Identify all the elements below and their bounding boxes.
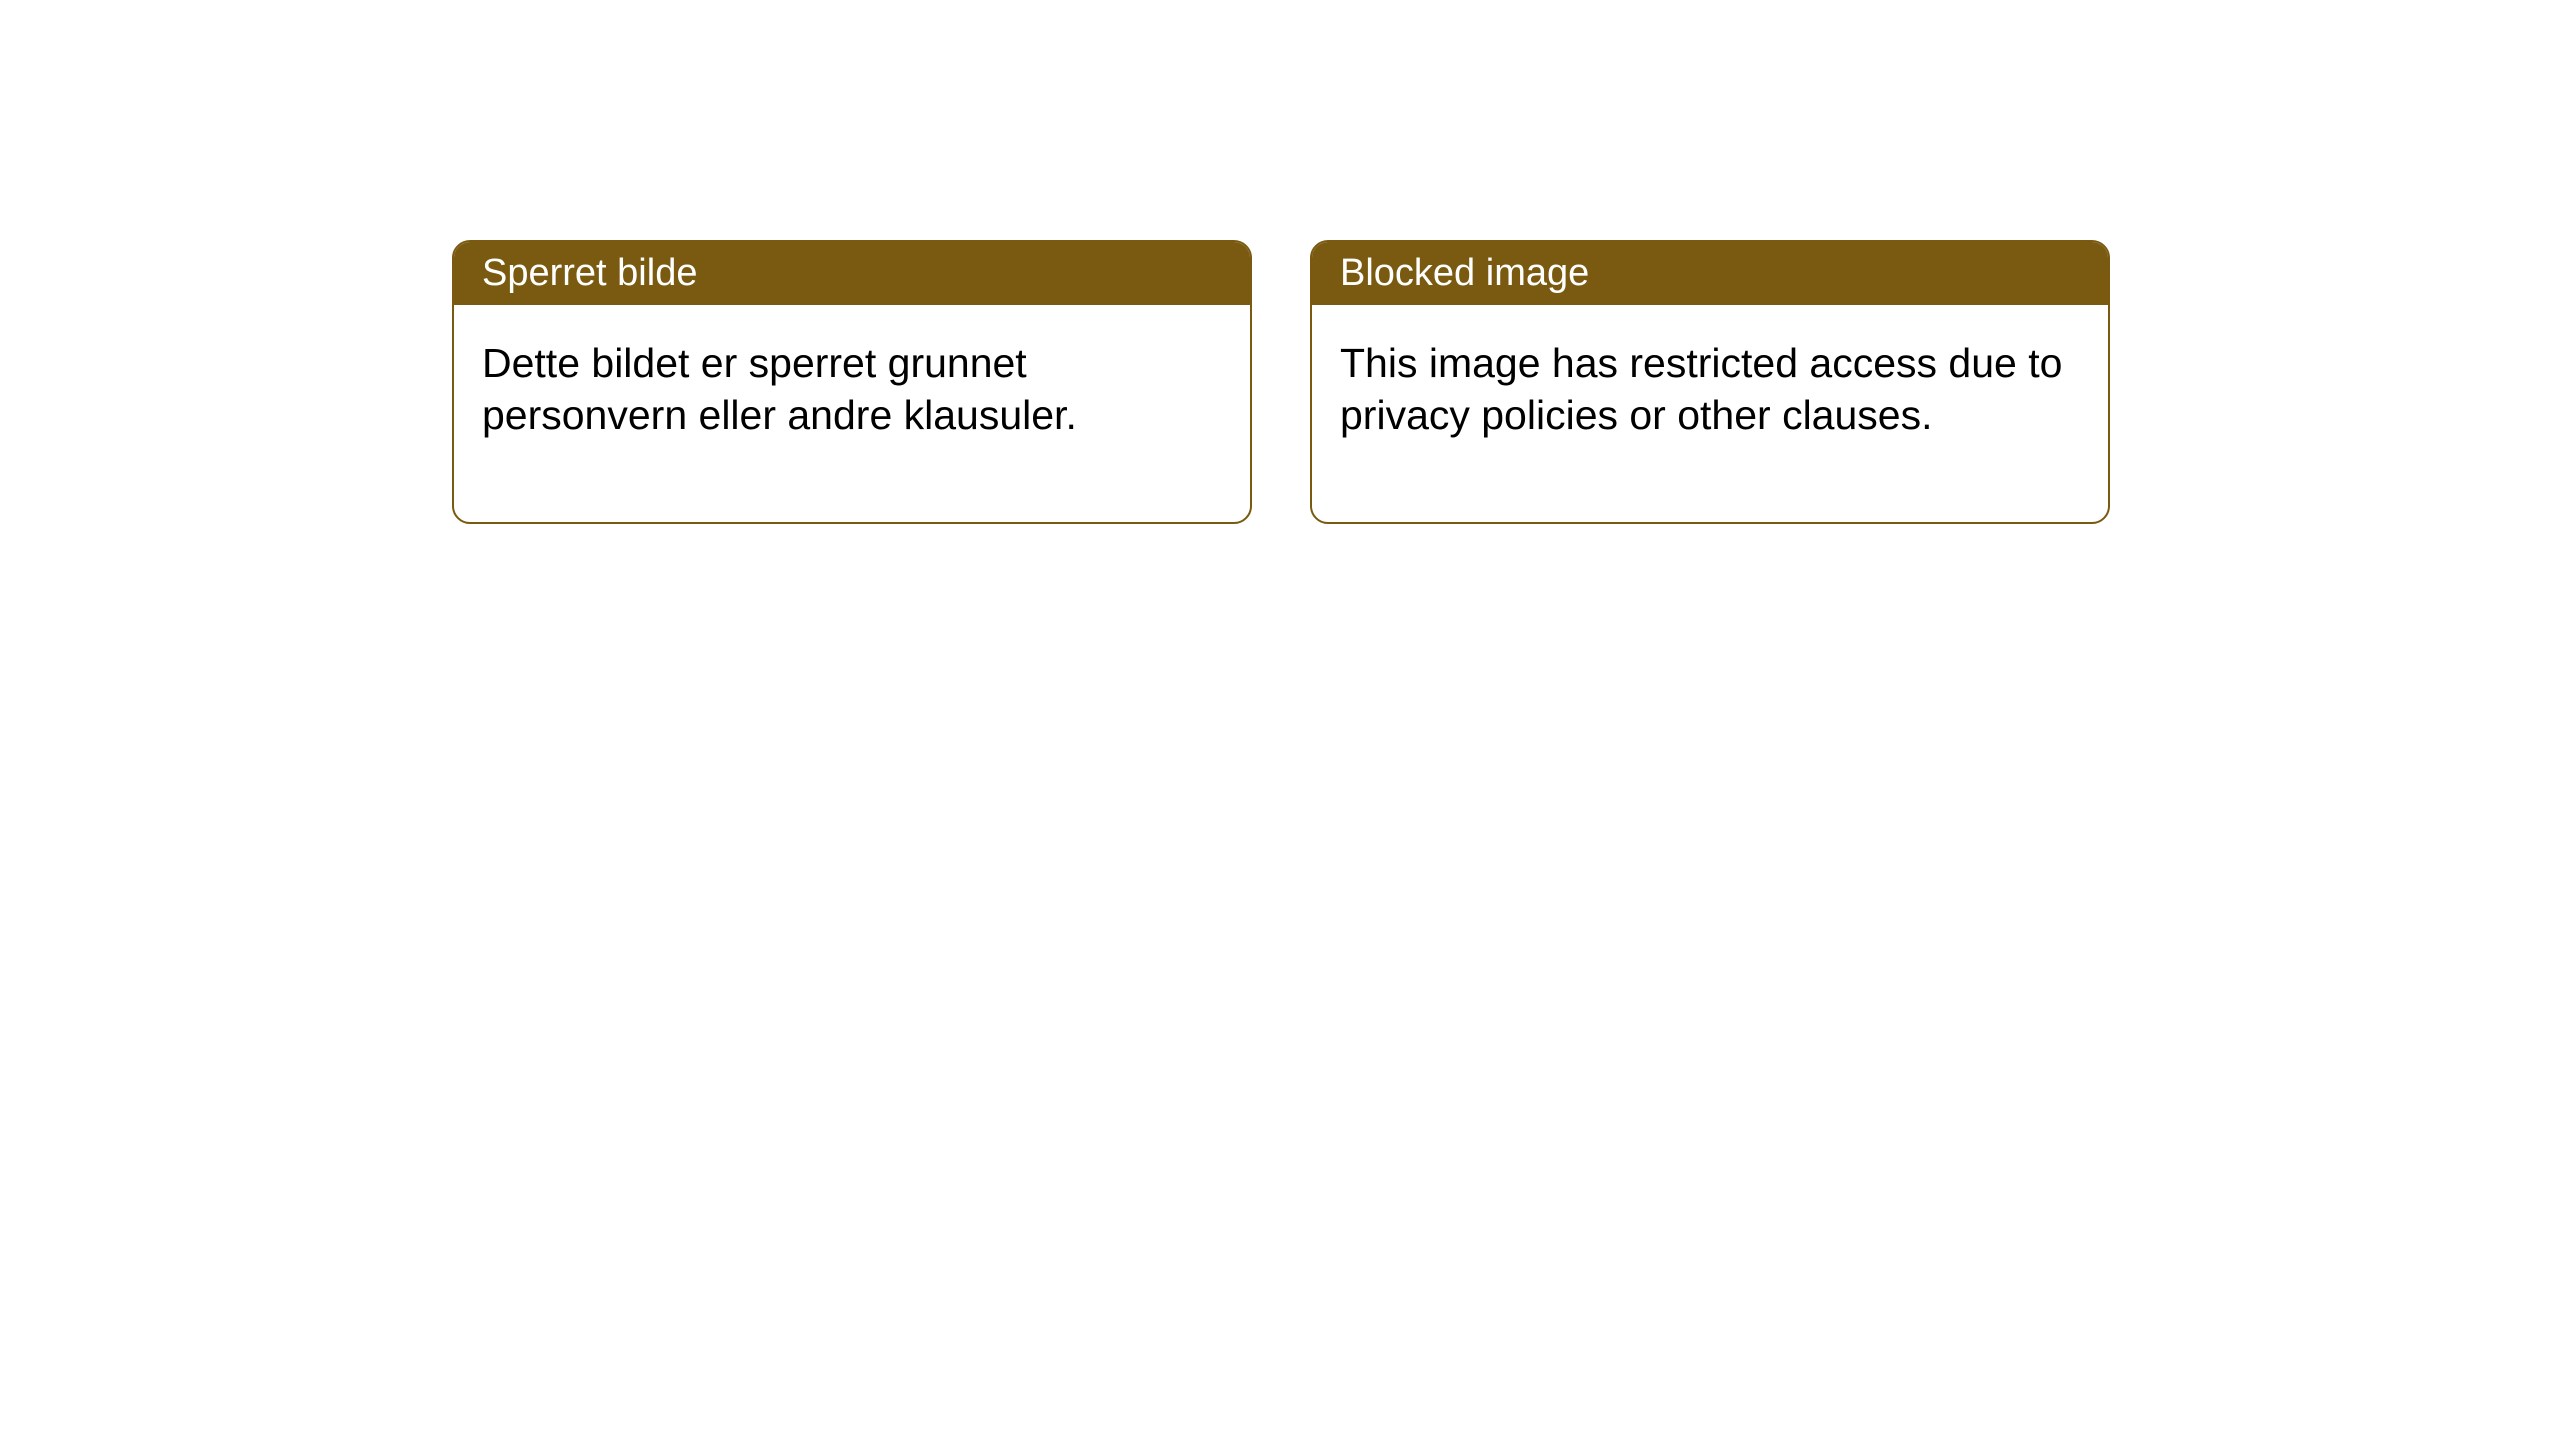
notice-header-english: Blocked image xyxy=(1312,242,2108,305)
notice-header-norwegian: Sperret bilde xyxy=(454,242,1250,305)
notice-body-norwegian: Dette bildet er sperret grunnet personve… xyxy=(454,305,1250,522)
notice-card-english: Blocked image This image has restricted … xyxy=(1310,240,2110,524)
notice-card-norwegian: Sperret bilde Dette bildet er sperret gr… xyxy=(452,240,1252,524)
notice-container: Sperret bilde Dette bildet er sperret gr… xyxy=(452,240,2110,524)
notice-body-english: This image has restricted access due to … xyxy=(1312,305,2108,522)
